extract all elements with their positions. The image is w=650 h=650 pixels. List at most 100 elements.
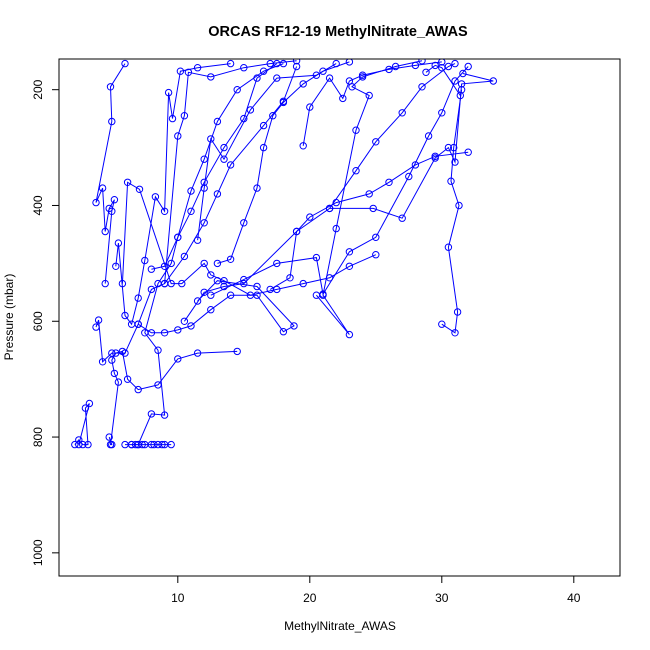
data-point <box>134 320 142 328</box>
data-point <box>451 158 459 166</box>
data-point <box>184 68 193 77</box>
data-point <box>147 329 156 337</box>
series-line-20 <box>217 61 350 264</box>
data-point <box>121 311 129 320</box>
data-point <box>92 198 100 207</box>
data-point <box>269 112 277 120</box>
data-point <box>108 117 116 126</box>
data-point <box>325 204 334 213</box>
data-point <box>108 349 116 357</box>
series-line-16 <box>329 73 494 219</box>
data-point <box>193 236 202 244</box>
series-line-13 <box>183 63 456 322</box>
data-point <box>98 184 107 192</box>
data-point <box>266 59 274 68</box>
data-point <box>457 80 466 88</box>
data-point <box>226 291 235 299</box>
data-point <box>160 411 169 419</box>
data-point <box>154 381 162 389</box>
data-point <box>286 274 294 282</box>
data-point <box>332 59 340 68</box>
data-point <box>332 198 340 207</box>
data-point <box>108 356 116 364</box>
data-point <box>220 143 228 152</box>
data-point <box>135 185 144 194</box>
data-point <box>151 193 160 201</box>
data-point <box>226 161 235 169</box>
data-point <box>176 67 185 75</box>
series-line-1 <box>74 403 90 446</box>
data-point <box>220 282 228 291</box>
data-point <box>279 59 288 68</box>
data-point <box>292 59 301 65</box>
data-point <box>438 109 446 117</box>
data-point <box>444 243 453 251</box>
data-point <box>81 404 90 412</box>
data-point <box>85 399 94 408</box>
series-line-19 <box>269 151 469 290</box>
data-point <box>105 204 113 213</box>
data-point <box>259 67 268 75</box>
data-point <box>92 323 100 331</box>
data-point <box>438 64 446 72</box>
data-point <box>451 59 459 68</box>
data-point <box>273 259 281 268</box>
data-point <box>240 219 248 227</box>
data-point <box>101 227 109 236</box>
data-point <box>459 69 467 78</box>
data-point <box>292 227 301 236</box>
series-line-2 <box>108 350 238 446</box>
data-point <box>345 262 354 270</box>
data-point <box>160 207 169 216</box>
data-point <box>365 91 373 100</box>
y-tick-label: 200 <box>31 79 45 99</box>
data-point <box>114 239 123 247</box>
data-point <box>164 88 173 97</box>
series-line-4 <box>131 63 278 446</box>
data-point <box>160 262 169 270</box>
data-point <box>150 440 158 449</box>
points-layer <box>71 59 497 449</box>
data-point <box>147 265 156 273</box>
data-point <box>94 316 103 324</box>
data-point <box>134 440 142 449</box>
data-point <box>438 320 446 328</box>
data-point <box>398 109 406 117</box>
data-point <box>253 74 261 82</box>
series-line-15 <box>302 61 442 146</box>
data-point <box>332 224 340 233</box>
data-point <box>207 135 215 143</box>
data-point <box>193 297 202 305</box>
data-point <box>240 64 248 72</box>
data-point <box>207 291 215 299</box>
data-point <box>253 282 261 291</box>
series-line-12 <box>197 63 337 241</box>
data-point <box>319 67 327 75</box>
data-point <box>180 252 189 261</box>
data-point <box>174 132 182 140</box>
data-point <box>110 369 119 378</box>
data-point <box>312 71 321 79</box>
data-point <box>279 328 288 336</box>
data-point <box>345 59 354 66</box>
data-point <box>365 190 373 198</box>
data-point <box>444 143 453 152</box>
data-point <box>213 259 222 268</box>
data-point <box>453 308 462 316</box>
data-point <box>299 80 307 88</box>
data-point <box>306 213 314 221</box>
x-tick-label: 10 <box>171 591 185 605</box>
y-axis-label: Pressure (mbar) <box>2 274 16 361</box>
data-point <box>180 112 189 120</box>
data-point <box>398 214 406 222</box>
data-point <box>187 207 195 216</box>
data-point <box>114 378 123 386</box>
series-line-17 <box>425 64 463 334</box>
data-point <box>220 155 228 163</box>
data-point <box>110 196 119 204</box>
data-point <box>451 77 459 85</box>
data-point <box>123 375 132 383</box>
data-point <box>134 385 142 394</box>
series-line-7 <box>115 63 231 326</box>
data-point <box>372 251 380 259</box>
